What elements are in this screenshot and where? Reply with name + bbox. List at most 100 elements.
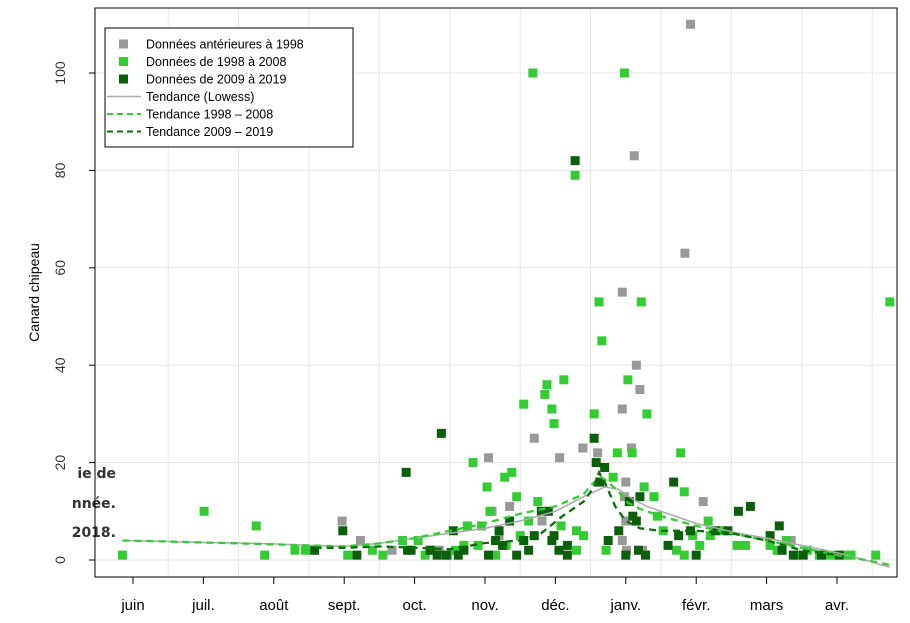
data-point-d2009_2019 xyxy=(484,550,494,560)
x-tick-label: févr. xyxy=(682,597,710,614)
data-point-d1998_2008 xyxy=(846,550,856,560)
data-point-d2009_2019 xyxy=(494,526,504,536)
legend-swatch xyxy=(119,74,128,84)
series-d2009_2019 xyxy=(310,156,844,560)
data-point-d2009_2019 xyxy=(631,516,641,526)
data-point-d1998_2008 xyxy=(608,472,618,482)
data-point-d1998_2008 xyxy=(627,448,637,458)
data-point-d2009_2019 xyxy=(519,536,529,546)
data-point-d1998_2008 xyxy=(679,550,689,560)
y-tick-label: 60 xyxy=(52,260,68,276)
data-point-before_1998 xyxy=(434,545,444,555)
x-tick-label: juil. xyxy=(191,597,215,614)
data-point-d1998_2008 xyxy=(500,472,510,482)
data-point-d1998_2008 xyxy=(639,482,649,492)
data-point-before_1998 xyxy=(621,477,631,487)
data-point-before_1998 xyxy=(617,536,627,546)
data-point-before_1998 xyxy=(555,453,565,463)
data-point-before_1998 xyxy=(494,531,504,541)
data-point-d1998_2008 xyxy=(642,409,652,419)
data-point-before_1998 xyxy=(387,545,397,555)
data-point-d1998_2008 xyxy=(703,516,713,526)
data-point-d1998_2008 xyxy=(519,399,529,409)
data-point-d2009_2019 xyxy=(562,550,572,560)
data-point-d1998_2008 xyxy=(676,448,686,458)
data-point-before_1998 xyxy=(686,19,696,29)
legend-box xyxy=(104,27,354,148)
data-point-d2009_2019 xyxy=(774,521,784,531)
data-point-d2009_2019 xyxy=(635,492,645,502)
data-point-before_1998 xyxy=(578,443,588,453)
legend-label: Données antérieures à 1998 xyxy=(146,38,304,52)
legend-label: Données de 2009 à 2019 xyxy=(146,73,286,87)
data-point-d1998_2008 xyxy=(572,526,582,536)
data-point-d2009_2019 xyxy=(710,526,720,536)
data-point-d1998_2008 xyxy=(251,521,261,531)
data-point-d1998_2008 xyxy=(547,404,557,414)
legend: Données antérieures à 1998 Données de 199… xyxy=(104,27,354,148)
data-point-d2009_2019 xyxy=(624,497,634,507)
data-point-d1998_2008 xyxy=(300,545,310,555)
data-point-before_1998 xyxy=(619,492,629,502)
data-point-before_1998 xyxy=(629,151,639,161)
data-point-d1998_2008 xyxy=(378,550,388,560)
data-point-d2009_2019 xyxy=(549,531,559,541)
data-point-d1998_2008 xyxy=(367,545,377,555)
trend-line-trend_1998_2008 xyxy=(122,475,891,567)
data-point-d1998_2008 xyxy=(871,550,881,560)
data-point-before_1998 xyxy=(337,516,347,526)
data-point-before_1998 xyxy=(617,404,627,414)
data-point-before_1998 xyxy=(631,360,641,370)
data-point-d2009_2019 xyxy=(633,545,643,555)
data-point-before_1998 xyxy=(680,248,690,258)
data-point-before_1998 xyxy=(593,448,603,458)
caption-fragment-3: 2018. xyxy=(71,525,116,541)
data-point-d2009_2019 xyxy=(536,506,546,516)
data-point-d1998_2008 xyxy=(420,550,430,560)
data-point-before_1998 xyxy=(626,443,636,453)
data-point-d2009_2019 xyxy=(425,545,435,555)
data-point-d2009_2019 xyxy=(798,550,808,560)
data-point-d2009_2019 xyxy=(765,531,775,541)
data-point-d2009_2019 xyxy=(562,540,572,550)
data-point-d2009_2019 xyxy=(669,477,679,487)
data-point-d2009_2019 xyxy=(589,433,599,443)
data-point-d1998_2008 xyxy=(679,487,689,497)
points xyxy=(117,19,895,560)
x-tick-label: oct. xyxy=(403,597,427,614)
data-point-before_1998 xyxy=(621,516,631,526)
data-point-d2009_2019 xyxy=(401,467,411,477)
data-point-d2009_2019 xyxy=(448,526,458,536)
data-point-before_1998 xyxy=(622,545,632,555)
data-point-before_1998 xyxy=(529,433,539,443)
x-tick-label: nov. xyxy=(471,597,498,614)
data-point-d2009_2019 xyxy=(338,526,348,536)
data-point-d1998_2008 xyxy=(533,497,543,507)
x-tick-label: mars xyxy=(750,597,783,614)
data-point-d2009_2019 xyxy=(570,156,580,166)
data-point-d2009_2019 xyxy=(352,550,362,560)
data-point-d2009_2019 xyxy=(788,550,798,560)
data-point-d1998_2008 xyxy=(695,540,705,550)
data-point-d1998_2008 xyxy=(528,68,538,78)
data-point-d1998_2008 xyxy=(260,550,270,560)
data-point-d1998_2008 xyxy=(485,506,495,516)
series-before_1998 xyxy=(337,19,796,560)
data-point-d1998_2008 xyxy=(885,297,895,307)
data-point-d2009_2019 xyxy=(691,550,701,560)
plot-frame xyxy=(94,7,898,578)
data-point-d2009_2019 xyxy=(403,545,413,555)
data-point-d1998_2008 xyxy=(459,540,469,550)
data-point-d1998_2008 xyxy=(705,531,715,541)
data-point-d1998_2008 xyxy=(732,540,742,550)
data-point-d1998_2008 xyxy=(781,536,791,546)
data-point-d1998_2008 xyxy=(688,531,698,541)
y-tick-label: 40 xyxy=(52,357,68,373)
data-point-d2009_2019 xyxy=(745,501,755,511)
data-point-before_1998 xyxy=(635,385,645,395)
data-point-d1998_2008 xyxy=(589,409,599,419)
data-point-before_1998 xyxy=(537,516,547,526)
data-point-d2009_2019 xyxy=(524,545,534,555)
data-point-before_1998 xyxy=(786,536,796,546)
